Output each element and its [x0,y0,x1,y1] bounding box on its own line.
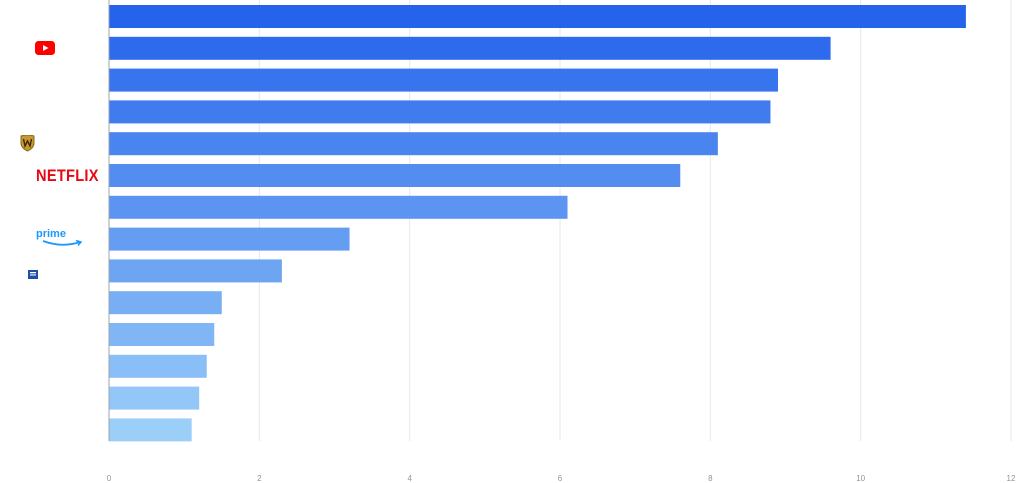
bar[interactable] [109,68,778,92]
bar[interactable] [109,259,282,283]
bar[interactable] [109,386,200,410]
x-tick-label: 4 [407,474,412,483]
bar[interactable] [109,100,771,124]
bar[interactable] [109,5,966,28]
bar[interactable] [109,164,681,187]
bar[interactable] [109,354,207,378]
x-tick-label: 12 [1007,474,1016,483]
bar[interactable] [109,418,192,442]
x-tick-label: 6 [558,474,563,483]
x-tick-label: 2 [257,474,262,483]
grid-lines [258,0,1012,441]
bar[interactable] [109,291,222,315]
youtube-logo-icon [35,41,55,60]
x-tick-labels: 0 2 4 6 8 10 12 [107,474,1016,483]
bar[interactable] [109,132,718,156]
warner-bros-shield-icon [20,134,35,157]
bar[interactable] [109,36,831,60]
bar[interactable] [109,227,350,251]
prime-video-logo-icon: prime [36,229,86,248]
x-tick-label: 10 [856,474,865,483]
netflix-logo-icon: NETFLIX [36,166,109,186]
bar[interactable] [109,323,215,346]
x-tick-label: 0 [107,474,112,483]
netflix-logo-text: NETFLIX [36,166,99,185]
bar[interactable] [109,195,568,219]
x-tick-label: 8 [708,474,713,483]
prime-logo-text: prime [36,228,66,240]
small-channel-logo-icon [28,266,38,284]
bars-group [109,5,966,442]
